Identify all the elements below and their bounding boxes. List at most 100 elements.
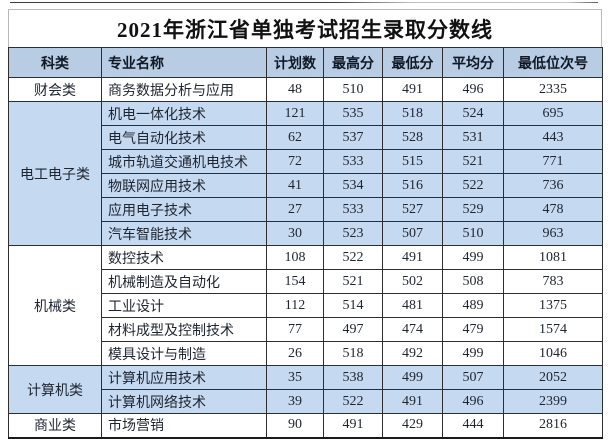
value-cell: 522 xyxy=(323,245,383,270)
value-cell: 491 xyxy=(382,245,443,270)
value-cell: 514 xyxy=(323,293,383,318)
value-cell: 90 xyxy=(266,413,324,438)
value-cell: 538 xyxy=(323,365,383,390)
major-name-cell: 城市轨道交通机电技术 xyxy=(101,149,267,174)
value-cell: 481 xyxy=(382,293,443,318)
major-name-cell: 物联网应用技术 xyxy=(101,173,267,198)
value-cell: 736 xyxy=(503,173,603,198)
column-header: 计划数 xyxy=(266,47,324,78)
major-name-cell: 计算机应用技术 xyxy=(101,365,267,390)
value-cell: 35 xyxy=(266,365,324,390)
column-header: 专业名称 xyxy=(101,47,267,78)
category-cell: 计算机类 xyxy=(8,365,102,414)
value-cell: 72 xyxy=(266,149,324,174)
table-row: 财会类 商务数据分析与应用 48 510 491 496 2335 xyxy=(8,77,603,102)
value-cell: 39 xyxy=(266,389,324,414)
value-cell: 783 xyxy=(503,269,603,294)
spreadsheet-area: 2021年浙江省单独考试招生录取分数线 科类 专业名称 计划数 最高分 最低分 平均分 最低… xyxy=(8,9,603,439)
table-row: 机械类 数控技术 108 522 491 499 1081 xyxy=(8,245,603,366)
value-cell: 491 xyxy=(323,413,383,438)
value-cell: 491 xyxy=(382,77,443,102)
value-cell: 528 xyxy=(382,125,443,150)
value-cell: 62 xyxy=(266,125,324,150)
table-row: 计算机类 计算机应用技术 35 538 499 507 2052 xyxy=(8,365,603,414)
major-name-cell: 工业设计 xyxy=(101,293,267,318)
value-cell: 518 xyxy=(323,341,383,366)
value-cell: 771 xyxy=(503,149,603,174)
value-cell: 1574 xyxy=(503,317,603,342)
major-name-cell: 应用电子技术 xyxy=(101,197,267,222)
value-cell: 497 xyxy=(323,317,383,342)
major-name-cell: 市场营销 xyxy=(101,413,267,438)
value-cell: 507 xyxy=(442,365,504,390)
category-cell: 机械类 xyxy=(8,245,102,366)
major-name-cell: 机械制造及自动化 xyxy=(101,269,267,294)
table-row: 汽车智能技术 30 523 507 510 963 xyxy=(9,221,603,246)
value-cell: 521 xyxy=(323,269,383,294)
value-cell: 489 xyxy=(442,293,504,318)
value-cell: 531 xyxy=(442,125,504,150)
major-name-cell: 商务数据分析与应用 xyxy=(101,77,267,102)
value-cell: 1081 xyxy=(503,245,603,270)
table-row: 商业类 市场营销 90 491 429 444 2816 xyxy=(8,413,603,438)
value-cell: 26 xyxy=(266,341,324,366)
top-divider xyxy=(10,2,598,3)
column-header: 最低分 xyxy=(382,47,443,78)
major-name-cell: 机电一体化技术 xyxy=(101,101,267,126)
value-cell: 534 xyxy=(323,173,383,198)
major-name-cell: 计算机网络技术 xyxy=(101,389,267,414)
value-cell: 510 xyxy=(323,77,383,102)
major-name-cell: 电气自动化技术 xyxy=(101,125,267,150)
value-cell: 533 xyxy=(323,149,383,174)
column-header: 科类 xyxy=(8,47,102,78)
value-cell: 112 xyxy=(266,293,324,318)
value-cell: 2335 xyxy=(503,77,603,102)
value-cell: 499 xyxy=(442,341,504,366)
value-cell: 30 xyxy=(266,221,324,246)
value-cell: 521 xyxy=(442,149,504,174)
value-cell: 508 xyxy=(442,269,504,294)
value-cell: 529 xyxy=(442,197,504,222)
value-cell: 516 xyxy=(382,173,443,198)
value-cell: 695 xyxy=(503,101,603,126)
value-cell: 496 xyxy=(442,389,504,414)
value-cell: 502 xyxy=(382,269,443,294)
value-cell: 1046 xyxy=(503,341,603,366)
value-cell: 41 xyxy=(266,173,324,198)
value-cell: 478 xyxy=(503,197,603,222)
value-cell: 507 xyxy=(382,221,443,246)
value-cell: 496 xyxy=(442,77,504,102)
category-cell: 财会类 xyxy=(8,77,102,102)
table-row: 物联网应用技术 41 534 516 522 736 xyxy=(9,173,603,198)
value-cell: 474 xyxy=(382,317,443,342)
value-cell: 522 xyxy=(323,389,383,414)
table-row: 电工电子类 机电一体化技术 121 535 518 524 695 xyxy=(8,101,603,246)
value-cell: 537 xyxy=(323,125,383,150)
value-cell: 491 xyxy=(382,389,443,414)
value-cell: 2052 xyxy=(503,365,603,390)
value-cell: 1375 xyxy=(503,293,603,318)
value-cell: 27 xyxy=(266,197,324,222)
value-cell: 535 xyxy=(323,101,383,126)
value-cell: 443 xyxy=(503,125,603,150)
value-cell: 963 xyxy=(503,221,603,246)
category-cell: 商业类 xyxy=(8,413,102,438)
value-cell: 48 xyxy=(266,77,324,102)
value-cell: 518 xyxy=(382,101,443,126)
value-cell: 515 xyxy=(382,149,443,174)
header-row: 科类 专业名称 计划数 最高分 最低分 平均分 最低位次号 xyxy=(8,47,603,78)
value-cell: 429 xyxy=(382,413,443,438)
value-cell: 2399 xyxy=(503,389,603,414)
category-cell: 电工电子类 xyxy=(8,101,102,246)
value-cell: 524 xyxy=(442,101,504,126)
admission-scores-table: 科类 专业名称 计划数 最高分 最低分 平均分 最低位次号 财会类 商务数据分析与应用 48 51… xyxy=(8,47,603,439)
value-cell: 2816 xyxy=(503,413,603,438)
major-name-cell: 模具设计与制造 xyxy=(101,341,267,366)
table-row: 城市轨道交通机电技术 72 533 515 521 771 xyxy=(9,149,603,174)
value-cell: 479 xyxy=(442,317,504,342)
table-row: 机械制造及自动化 154 521 502 508 783 xyxy=(9,269,603,294)
value-cell: 121 xyxy=(266,101,324,126)
value-cell: 510 xyxy=(442,221,504,246)
page-title: 2021年浙江省单独考试招生录取分数线 xyxy=(8,9,602,47)
